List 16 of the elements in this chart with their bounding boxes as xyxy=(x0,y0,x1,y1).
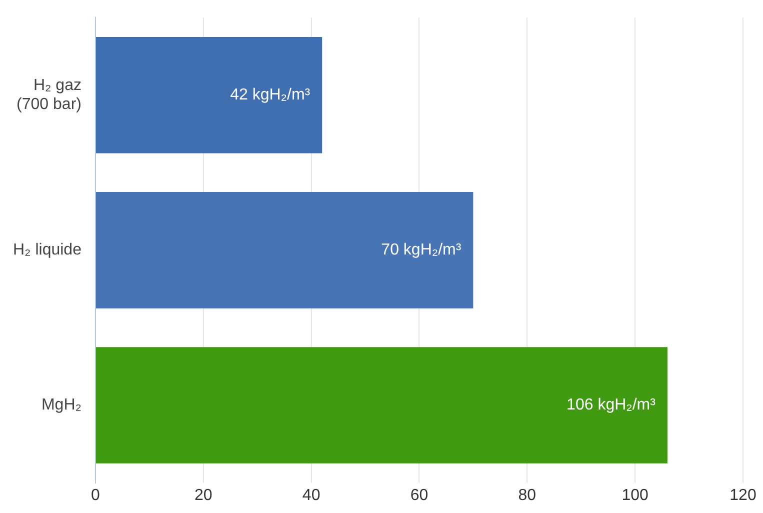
bar xyxy=(96,192,474,308)
x-tick-label: 120 xyxy=(730,486,756,504)
x-tick-label: 0 xyxy=(91,486,100,504)
y-tick-label: H₂ gaz (700 bar) xyxy=(16,76,82,114)
x-tick-label: 100 xyxy=(622,486,649,504)
x-tick-label: 20 xyxy=(194,486,212,504)
bar xyxy=(96,36,322,154)
data-label: 42 kgH₂/m³ xyxy=(230,86,311,104)
bar xyxy=(96,347,668,464)
x-tick-label: 40 xyxy=(302,486,320,504)
data-label: 70 kgH₂/m³ xyxy=(381,242,462,259)
x-tick-label: 60 xyxy=(410,486,428,504)
x-tick-label: 80 xyxy=(518,486,536,504)
y-tick-label: MgH₂ xyxy=(41,396,82,414)
data-label: 106 kgH₂/m³ xyxy=(566,396,656,414)
y-tick-label: H₂ liquide xyxy=(13,242,82,259)
